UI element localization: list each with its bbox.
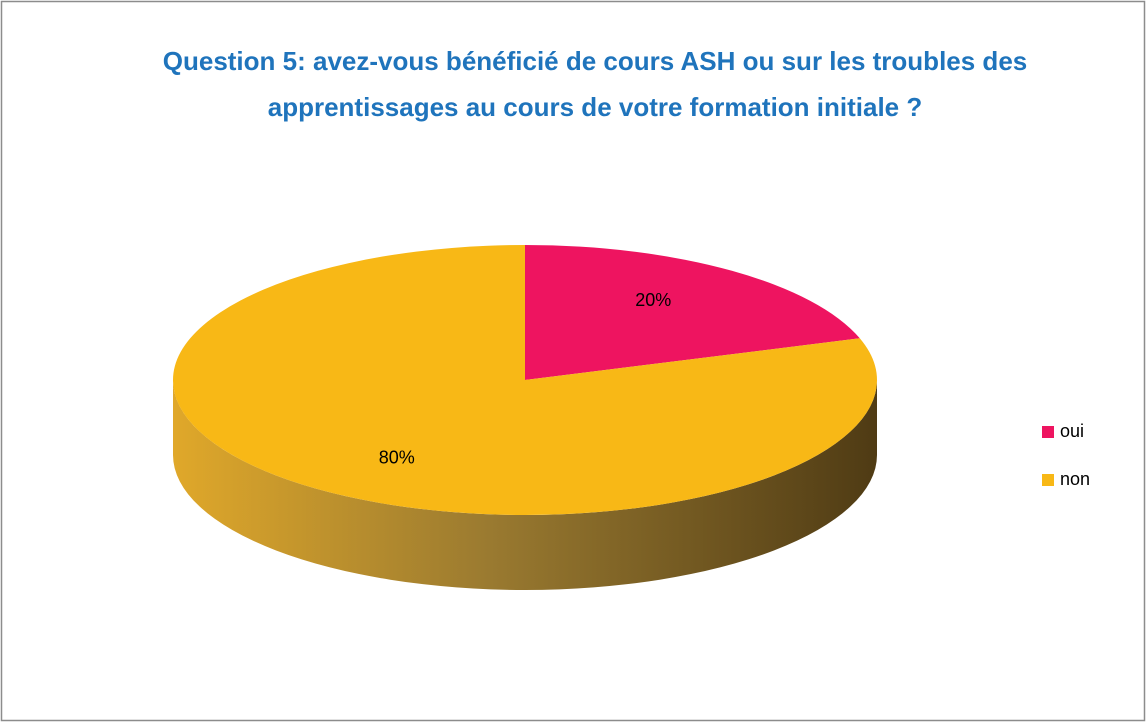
pie-side [173,380,877,590]
legend-swatch [1042,474,1054,486]
legend-label: non [1060,469,1090,489]
data-label: 80% [379,447,415,467]
legend-swatch [1042,426,1054,438]
chart-title: Question 5: avez-vous bénéficié de cours… [162,46,1028,122]
data-label: 20% [635,290,671,310]
legend-label: oui [1060,421,1084,441]
pie-slice [173,245,878,515]
pie-slice [525,245,860,380]
